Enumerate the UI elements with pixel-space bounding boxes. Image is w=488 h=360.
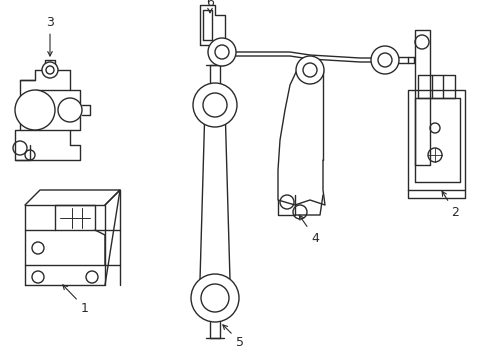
Text: 4: 4 bbox=[299, 215, 318, 244]
Circle shape bbox=[193, 83, 237, 127]
Circle shape bbox=[42, 62, 58, 78]
Circle shape bbox=[295, 56, 324, 84]
Circle shape bbox=[191, 274, 239, 322]
Circle shape bbox=[15, 90, 55, 130]
Circle shape bbox=[207, 38, 236, 66]
Text: 1: 1 bbox=[62, 285, 89, 315]
Circle shape bbox=[370, 46, 398, 74]
Text: 5: 5 bbox=[223, 325, 244, 348]
Circle shape bbox=[58, 98, 82, 122]
Text: 3: 3 bbox=[46, 15, 54, 56]
Text: 6: 6 bbox=[205, 0, 214, 13]
Text: 2: 2 bbox=[441, 192, 458, 219]
